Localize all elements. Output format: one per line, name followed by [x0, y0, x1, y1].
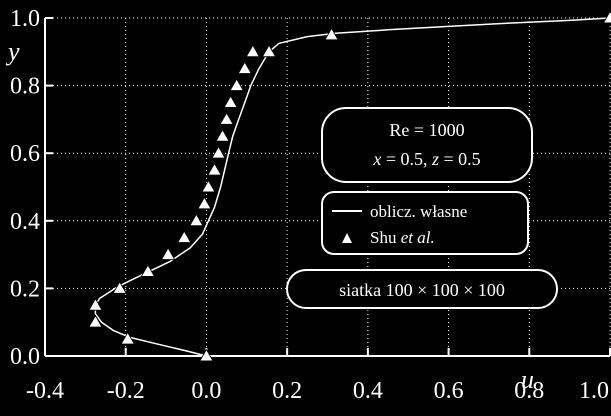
tick-labels: -0.4 -0.2 0.0 0.2 0.4 0.6 0.8 1.0 0.0 0.2 0.4 0.6 0.…: [10, 6, 609, 404]
x-tick-label: 0.0: [191, 378, 221, 404]
x-tick-label: -0.4: [26, 378, 64, 404]
shu-data-point: [201, 179, 216, 193]
shu-data-point: [88, 297, 103, 311]
shu-data-point: [88, 314, 103, 328]
computed-profile-line: [94, 17, 611, 357]
y-tick-label: 0.4: [10, 209, 40, 235]
shu-data-point: [160, 247, 176, 260]
shu-data-point: [237, 61, 252, 74]
series-computed-line: [94, 17, 611, 357]
shu-data-point: [229, 78, 244, 91]
y-axis-label: y: [5, 37, 20, 66]
grid-annotation-box: siatka 100 × 100 × 100: [286, 269, 558, 309]
shu-data-point: [197, 196, 212, 210]
shu-data-point: [199, 348, 214, 362]
shu-data-point: [140, 264, 156, 277]
shu-data-point: [211, 145, 226, 159]
shu-data-point: [112, 281, 127, 294]
shu-data-point: [602, 10, 611, 24]
x-tick-label: -0.2: [107, 378, 145, 404]
x-tick-label: 0.2: [272, 378, 302, 404]
y-tick-label: 0.6: [10, 141, 40, 167]
x-tick-label: 0.8: [514, 378, 544, 404]
y-tick-label: 0.8: [10, 74, 40, 100]
legend-line-label: oblicz. własne: [370, 202, 467, 221]
y-tick-label: 1.0: [10, 6, 40, 32]
x-tick-label: 0.4: [353, 378, 383, 404]
shu-data-point: [223, 95, 238, 108]
shu-data-point: [245, 44, 261, 58]
legend-marker-label: Shu et al.: [370, 228, 435, 247]
y-tick-label: 0.0: [10, 344, 40, 370]
legend: oblicz. własne Shu et al.: [321, 191, 529, 255]
shu-data-point: [215, 128, 230, 142]
re-annotation-text: Re = 1000: [389, 120, 464, 140]
re-annotation-box: Re = 1000 x = 0.5, z = 0.5: [321, 107, 533, 183]
x-tick-label: 1.0: [579, 378, 609, 404]
x-tick-label: 0.6: [434, 378, 464, 404]
shu-data-point: [207, 162, 222, 176]
shu-data-point: [324, 27, 339, 41]
grid-annotation-text: siatka 100 × 100 × 100: [339, 280, 505, 300]
position-annotation-text: x = 0.5, z = 0.5: [372, 149, 480, 169]
legend-triangle-marker: [342, 233, 352, 243]
y-tick-label: 0.2: [10, 276, 40, 302]
shu-data-point: [177, 230, 192, 243]
shu-data-point: [189, 213, 204, 227]
x-axis-label: u: [521, 365, 534, 394]
shu-data-point: [120, 331, 135, 345]
shu-data-point: [219, 112, 234, 125]
shu-data-point: [261, 44, 277, 58]
series-shu-markers: [88, 10, 611, 362]
